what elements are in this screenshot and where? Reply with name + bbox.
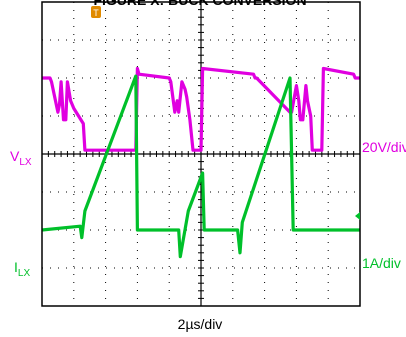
- arrow-left-icon: [355, 212, 360, 220]
- trigger-marker-icon: T: [91, 6, 101, 18]
- ch2-label: ILX: [14, 259, 30, 279]
- ch2-scale-label: 1A/div: [362, 255, 401, 271]
- capture-header: FIGURE X: BUCK CONVERSION: [93, 0, 306, 8]
- plot-frame: [41, 1, 361, 307]
- ch1-scale-label: 20V/div: [362, 139, 406, 155]
- ch1-label: VLX: [10, 148, 32, 168]
- traces: [41, 66, 360, 259]
- svg-text:T: T: [93, 8, 99, 18]
- trace-vlx: [41, 66, 360, 152]
- timebase-label: 2µs/div: [178, 316, 223, 332]
- trace-ilx: [41, 74, 360, 259]
